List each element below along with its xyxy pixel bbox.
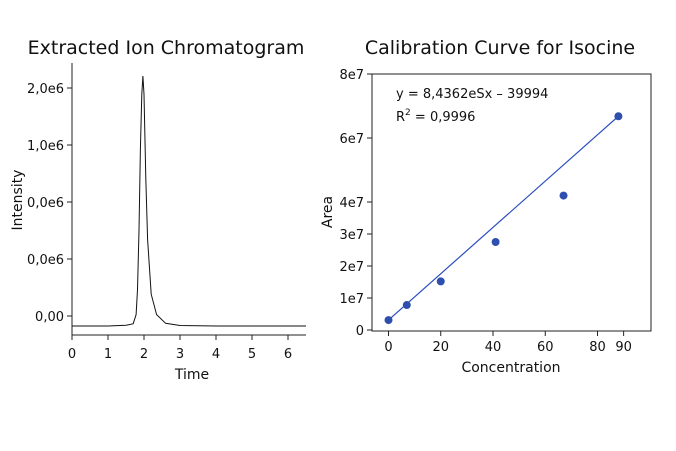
calibration-x-tick-label: 0 bbox=[384, 340, 392, 355]
calibration-y-tick-label: 3e7 bbox=[339, 228, 364, 243]
chromatogram-y-tick-label: 2,0e6 bbox=[27, 82, 64, 97]
chromatogram-y-tick-label: 0,00 bbox=[35, 310, 64, 325]
chromatogram-x-tick-label: 2 bbox=[140, 347, 148, 362]
calibration-x-tick-label: 40 bbox=[485, 340, 502, 355]
chromatogram-x-tick-label: 4 bbox=[212, 347, 220, 362]
calibration-points bbox=[384, 112, 623, 325]
calibration-title: Calibration Curve for Isocine bbox=[365, 37, 635, 59]
chromatogram-y-label: Intensity bbox=[10, 170, 26, 231]
chromatogram-x-ticks: 0 1 2 3 4 5 6 bbox=[68, 335, 292, 362]
calibration-y-tick-label: 2e7 bbox=[339, 260, 364, 275]
chromatogram-y-ticks: 0,00 0,0e6 0,0e6 1,0e6 2,0e6 bbox=[27, 82, 72, 325]
calibration-y-tick-label: 8e7 bbox=[339, 68, 364, 83]
calibration-data-point bbox=[614, 112, 623, 121]
calibration-y-tick-label: 1e7 bbox=[339, 292, 364, 307]
calibration-y-ticks: 0 1e7 2e7 3e7 4e7 6e7 8e7 bbox=[339, 68, 372, 339]
chromatogram-y-tick-label: 1,0e6 bbox=[27, 139, 64, 154]
calibration-x-tick-label: 20 bbox=[432, 340, 449, 355]
calibration-y-label: Area bbox=[320, 196, 336, 228]
calibration-data-point bbox=[491, 238, 500, 246]
r-squared-value: = 0,9996 bbox=[411, 110, 476, 125]
chromatogram-y-tick-label: 0,0e6 bbox=[27, 196, 64, 211]
chromatogram-y-tick-label: 0,0e6 bbox=[27, 253, 64, 268]
chromatogram-trace bbox=[72, 75, 306, 327]
calibration-y-tick-label: 6e7 bbox=[339, 132, 364, 147]
calibration-data-point bbox=[559, 191, 568, 200]
r-squared-label: R bbox=[396, 110, 405, 125]
calibration-y-tick-label: 0 bbox=[356, 324, 364, 339]
chromatogram-x-tick-label: 0 bbox=[68, 347, 76, 362]
calibration-fit-line bbox=[388, 115, 619, 321]
calibration-x-tick-label: 80 bbox=[589, 340, 606, 355]
calibration-x-tick-label: 90 bbox=[615, 340, 632, 355]
chromatogram-title: Extracted Ion Chromatogram bbox=[28, 37, 305, 59]
chromatogram-x-label: Time bbox=[174, 367, 209, 383]
calibration-x-tick-label: 60 bbox=[537, 340, 554, 355]
calibration-equation: y = 8,4362eSx – 39994 bbox=[396, 87, 548, 102]
chromatogram-x-tick-label: 3 bbox=[176, 347, 184, 362]
calibration-data-point bbox=[384, 316, 393, 325]
chromatogram-frame bbox=[71, 63, 306, 336]
calibration-chart: Calibration Curve for Isocine 0 20 40 60 80 9… bbox=[320, 37, 652, 376]
chromatogram-x-tick-label: 5 bbox=[248, 347, 256, 362]
calibration-data-point bbox=[402, 301, 411, 310]
calibration-data-point bbox=[436, 277, 445, 286]
chromatogram-x-tick-label: 1 bbox=[104, 347, 112, 362]
calibration-x-ticks: 0 20 40 60 80 90 bbox=[384, 331, 632, 355]
chromatogram-x-tick-label: 6 bbox=[284, 347, 292, 362]
calibration-r-squared: R2 = 0,9996 bbox=[396, 108, 475, 125]
calibration-x-label: Concentration bbox=[461, 360, 560, 376]
r-squared-superscript: 2 bbox=[405, 108, 411, 118]
calibration-y-tick-label: 4e7 bbox=[339, 196, 364, 211]
